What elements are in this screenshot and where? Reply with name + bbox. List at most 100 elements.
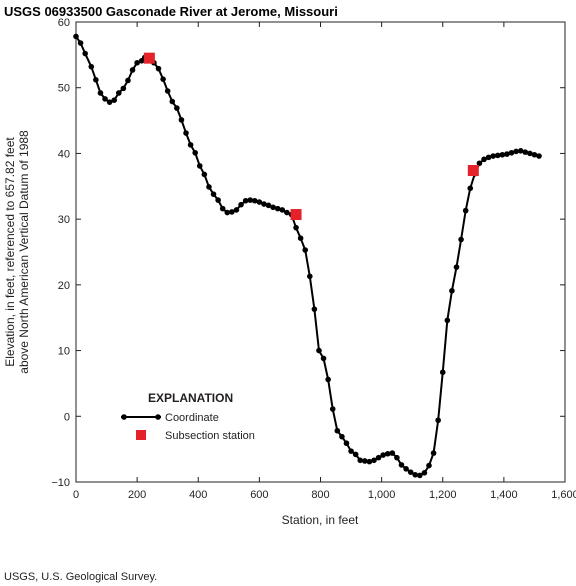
coordinate-point <box>325 376 331 383</box>
y-tick-label: 0 <box>64 411 70 423</box>
y-tick-label: 50 <box>58 83 70 95</box>
legend: EXPLANATION Coordinate Subsection statio… <box>121 391 255 442</box>
coordinate-point <box>247 197 254 203</box>
coordinate-point <box>339 433 345 440</box>
coordinate-point <box>494 152 501 159</box>
coordinate-point <box>517 148 524 154</box>
chart-title: USGS 06933500 Gasconade River at Jerome,… <box>4 4 338 19</box>
coordinate-point <box>398 462 405 468</box>
coordinate-point <box>164 88 171 94</box>
coordinate-point <box>499 151 506 158</box>
coordinate-point <box>82 50 88 57</box>
coordinate-point <box>97 90 104 96</box>
coordinate-point <box>329 406 336 412</box>
coordinate-point <box>375 454 382 461</box>
coordinate-point <box>210 191 217 197</box>
coordinate-point <box>238 201 244 208</box>
coordinate-point <box>293 224 299 231</box>
coordinate-point <box>88 63 95 70</box>
coordinate-point <box>129 67 136 73</box>
coordinate-point <box>403 466 409 472</box>
coordinate-point <box>384 450 391 457</box>
subsection-station-marker <box>290 209 302 221</box>
coordinate-point <box>430 450 437 456</box>
coordinate-point <box>192 149 198 156</box>
coordinate-point <box>357 457 364 464</box>
x-tick-label: 1,200 <box>429 489 457 501</box>
coordinate-point <box>536 153 542 159</box>
coordinate-point <box>256 199 263 205</box>
coordinate-point <box>279 207 286 213</box>
data-series <box>73 33 542 479</box>
coordinate-point <box>307 273 313 280</box>
coordinate-line <box>75 35 540 477</box>
coordinate-point <box>178 117 185 123</box>
coordinate-point <box>394 454 400 461</box>
legend-label-coordinate: Coordinate <box>165 412 219 424</box>
legend-heading: EXPLANATION <box>148 391 233 405</box>
coordinate-point <box>120 85 127 92</box>
coordinate-point <box>261 201 267 207</box>
coordinate-point <box>297 235 304 241</box>
legend-marker-end <box>155 414 161 420</box>
coordinate-point <box>407 469 414 475</box>
coordinate-point <box>453 264 460 270</box>
y-tick-label: 20 <box>58 280 70 292</box>
y-tick-label: 40 <box>58 148 70 160</box>
coordinate-point <box>302 247 309 253</box>
legend-square-swatch <box>136 430 146 440</box>
coordinate-point <box>233 207 240 213</box>
x-tick-label: 1,600 <box>551 489 576 501</box>
coordinate-point <box>187 142 194 148</box>
coordinate-point <box>366 458 373 465</box>
coordinate-point <box>274 205 281 212</box>
coordinate-point <box>504 151 510 157</box>
x-tick-label: 400 <box>189 489 207 501</box>
x-tick-label: 1,400 <box>490 489 518 501</box>
x-tick-label: 200 <box>128 489 146 501</box>
coordinate-point <box>160 76 166 82</box>
coordinate-point <box>265 202 272 209</box>
coordinate-point <box>155 65 162 72</box>
coordinate-point <box>134 59 140 66</box>
plot-frame <box>75 21 566 483</box>
coordinate-point <box>219 205 226 212</box>
coordinate-point <box>426 462 432 469</box>
coordinate-point <box>348 448 354 454</box>
y-tick-label: 10 <box>58 346 70 358</box>
subsection-station-marker <box>143 52 155 64</box>
coordinate-point <box>343 440 350 447</box>
coordinate-point <box>102 96 108 102</box>
coordinate-point <box>352 451 359 458</box>
coordinate-point <box>93 77 99 83</box>
coordinate-point <box>362 458 368 464</box>
coordinate-point <box>229 209 235 215</box>
coordinate-point <box>462 207 469 214</box>
x-tick-label: 800 <box>311 489 329 501</box>
x-axis: 0 200 400 600 800 1,000 1,200 1,400 1,600 <box>73 22 576 501</box>
subsection-station-marker <box>467 165 479 177</box>
coordinate-point <box>435 417 441 424</box>
y-axis-label-line-2: above North American Vertical Datum of 1… <box>17 130 31 374</box>
coordinate-point <box>485 154 492 161</box>
coordinate-point <box>476 160 483 167</box>
coordinate-point <box>215 197 221 203</box>
coordinate-point <box>522 149 529 155</box>
coordinate-point <box>421 470 428 476</box>
coordinate-point <box>467 185 474 192</box>
y-tick-label: 60 <box>58 17 70 29</box>
coordinate-point <box>334 427 341 434</box>
coordinate-point <box>111 97 118 103</box>
coordinate-point <box>183 130 189 136</box>
coordinate-point <box>531 151 538 158</box>
x-tick-label: 1,000 <box>368 489 396 501</box>
coordinate-point <box>389 450 396 456</box>
y-axis: −10 0 10 20 30 40 50 60 <box>51 17 565 489</box>
coordinate-point <box>481 156 487 163</box>
coordinate-point <box>311 306 318 312</box>
coordinate-point <box>73 33 79 40</box>
y-tick-label: 30 <box>58 214 70 226</box>
coordinate-point <box>270 204 276 211</box>
coordinate-point <box>417 472 423 479</box>
